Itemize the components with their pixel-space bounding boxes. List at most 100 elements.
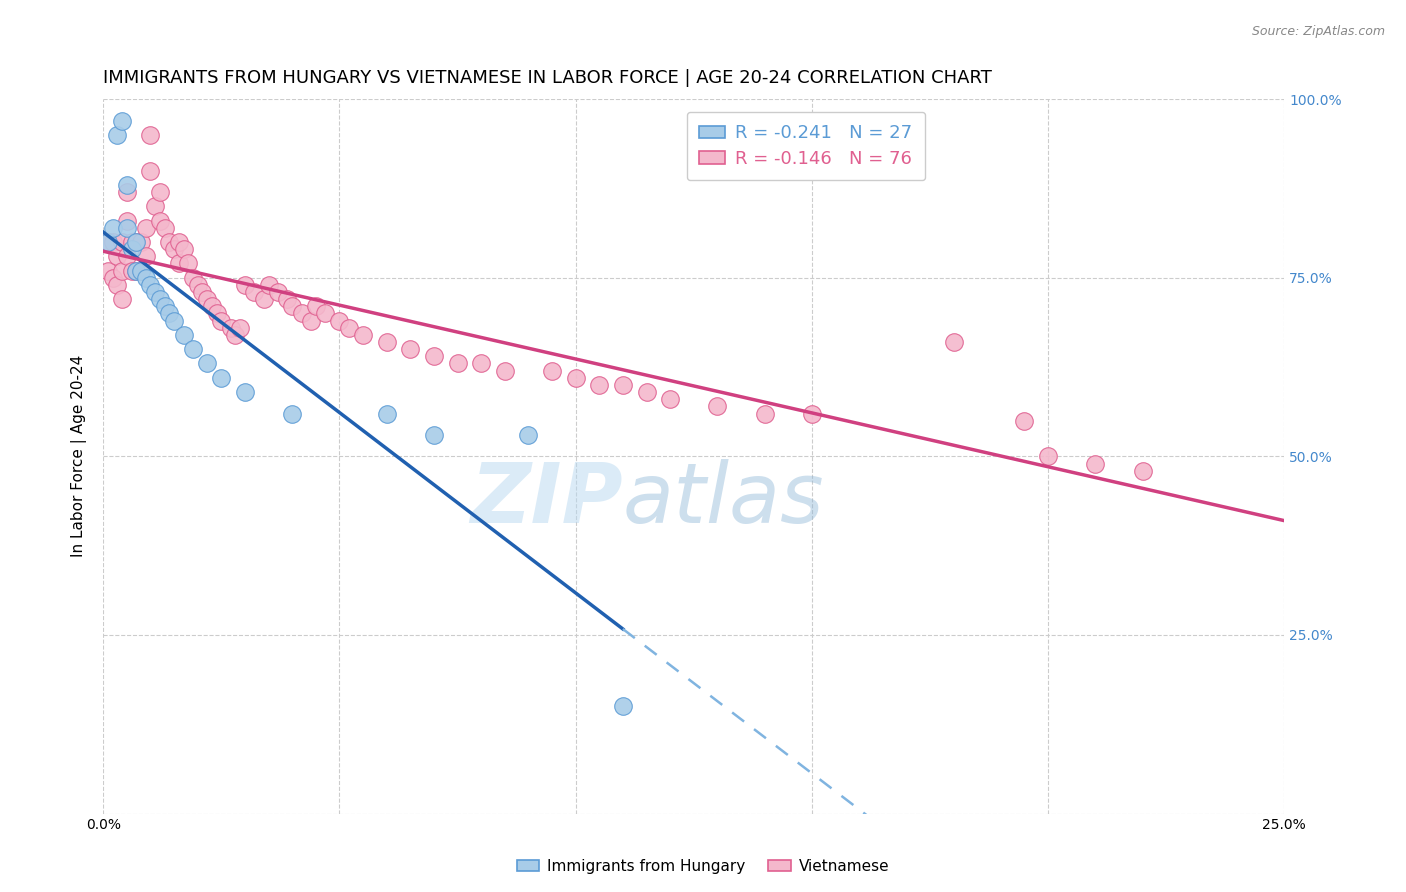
Point (153, 299, 176, 313)
Point (115, 213, 138, 227)
Point (201, 299, 224, 313)
Point (129, 235, 152, 249)
Point (1036, 450, 1059, 464)
Point (129, 263, 152, 277)
Y-axis label: In Labor Force | Age 20-24: In Labor Force | Age 20-24 (72, 355, 87, 558)
Legend: R = -0.241   N = 27, R = -0.146   N = 76: R = -0.241 N = 27, R = -0.146 N = 76 (686, 112, 925, 180)
Point (181, 342, 204, 356)
Point (276, 292, 298, 306)
Point (163, 242, 186, 256)
Point (135, 249, 157, 263)
Point (233, 385, 256, 400)
Point (1084, 457, 1107, 471)
Point (105, 249, 128, 263)
Point (219, 320, 242, 334)
Point (111, 113, 134, 128)
Point (1014, 414, 1036, 428)
Point (291, 306, 314, 320)
Point (281, 299, 304, 313)
Point (135, 220, 157, 235)
Point (281, 407, 304, 421)
Point (149, 213, 172, 227)
Point (209, 313, 232, 327)
Point (139, 163, 162, 178)
Point (470, 357, 492, 371)
Point (375, 407, 398, 421)
Point (187, 277, 209, 292)
Point (153, 220, 176, 235)
Point (754, 407, 776, 421)
Point (167, 256, 190, 270)
Point (105, 277, 128, 292)
Point (399, 342, 422, 356)
Point (115, 178, 138, 192)
Point (517, 428, 540, 442)
Point (314, 306, 336, 320)
Point (101, 270, 124, 285)
Point (101, 235, 124, 249)
Point (157, 235, 180, 249)
Point (942, 334, 965, 349)
Text: Source: ZipAtlas.com: Source: ZipAtlas.com (1251, 25, 1385, 38)
Point (243, 285, 266, 299)
Point (224, 327, 246, 342)
Point (267, 285, 290, 299)
Point (111, 263, 134, 277)
Point (115, 220, 138, 235)
Point (423, 428, 446, 442)
Point (149, 185, 172, 199)
Point (157, 306, 180, 320)
Legend: Immigrants from Hungary, Vietnamese: Immigrants from Hungary, Vietnamese (510, 853, 896, 880)
Point (337, 320, 360, 334)
Point (143, 285, 166, 299)
Point (209, 371, 232, 385)
Point (163, 313, 186, 327)
Point (125, 235, 148, 249)
Point (125, 263, 148, 277)
Point (233, 277, 256, 292)
Text: atlas: atlas (623, 458, 824, 540)
Point (135, 270, 157, 285)
Text: ZIP: ZIP (470, 458, 623, 540)
Point (205, 306, 228, 320)
Point (195, 357, 218, 371)
Point (121, 263, 143, 277)
Point (115, 249, 138, 263)
Point (191, 285, 214, 299)
Point (612, 699, 634, 714)
Point (195, 292, 218, 306)
Point (125, 235, 148, 249)
Point (105, 128, 128, 142)
Point (636, 385, 658, 400)
Point (111, 235, 134, 249)
Point (229, 320, 252, 334)
Point (97, 263, 120, 277)
Point (181, 270, 204, 285)
Point (659, 392, 682, 407)
Point (111, 292, 134, 306)
Point (125, 263, 148, 277)
Point (612, 378, 634, 392)
Point (375, 334, 398, 349)
Point (115, 185, 138, 199)
Point (564, 371, 586, 385)
Point (328, 313, 350, 327)
Point (129, 263, 152, 277)
Point (139, 128, 162, 142)
Point (97, 235, 120, 249)
Point (800, 407, 823, 421)
Point (588, 378, 610, 392)
Point (257, 277, 280, 292)
Point (139, 277, 162, 292)
Point (173, 327, 195, 342)
Point (541, 364, 564, 378)
Point (706, 400, 728, 414)
Text: IMMIGRANTS FROM HUNGARY VS VIETNAMESE IN LABOR FORCE | AGE 20-24 CORRELATION CHA: IMMIGRANTS FROM HUNGARY VS VIETNAMESE IN… (103, 69, 993, 87)
Point (494, 364, 516, 378)
Point (423, 349, 446, 363)
Point (352, 327, 374, 342)
Point (173, 242, 195, 256)
Point (305, 299, 328, 313)
Point (121, 242, 143, 256)
Point (167, 235, 190, 249)
